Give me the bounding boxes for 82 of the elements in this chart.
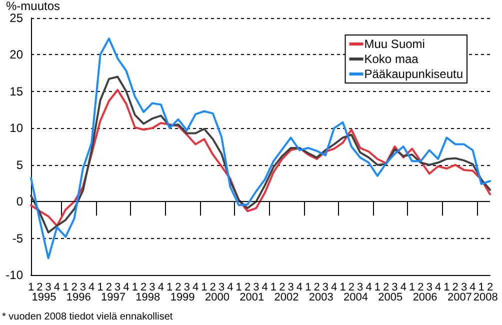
x-tick-label: 3 (426, 282, 432, 294)
x-tick-label: 1 (201, 282, 208, 294)
x-tick-label: 4 (331, 282, 338, 294)
x-tick-label: 2 (383, 282, 390, 294)
text: 2007 (447, 292, 472, 304)
x-tick-label: 4 (192, 282, 199, 294)
x-tick-label: 3 (392, 282, 398, 294)
x-tick-label: 4 (366, 282, 372, 294)
text: 1998 (136, 292, 160, 304)
x-tick-label: 2 (418, 282, 424, 294)
y-tick-label: 25 (10, 11, 24, 25)
text: 1996 (66, 292, 91, 304)
text: 2003 (308, 292, 334, 304)
x-tick-label: 2 (348, 282, 354, 294)
x-tick-label: 3 (357, 282, 364, 294)
text: 2002 (274, 292, 299, 304)
x-tick-label: 1 (62, 282, 69, 294)
x-tick-label: 2 (71, 282, 78, 294)
x-tick-label: 1 (305, 282, 312, 294)
text: 2004 (344, 292, 368, 304)
x-tick-label: 2 (106, 282, 112, 294)
x-tick-label: 1 (97, 282, 104, 294)
x-tick-label: 1 (132, 282, 138, 294)
x-tick-label: 1 (340, 282, 346, 294)
x-tick-label: 2 (140, 282, 147, 294)
x-tick-label: 4 (88, 282, 95, 294)
y-tick-label: 15 (10, 84, 24, 98)
y-tick-label: 10 (10, 121, 24, 136)
x-tick-label: 1 (236, 282, 242, 294)
x-tick-label: 3 (80, 282, 86, 294)
text: 2006 (412, 292, 438, 304)
x-tick-label: 2 (452, 282, 458, 294)
x-tick-label: 1 (270, 282, 277, 294)
text: 1997 (101, 292, 126, 304)
x-tick-label: 3 (114, 282, 121, 294)
x-tick-label: 1 (408, 282, 416, 294)
x-tick-label: 4 (434, 282, 442, 294)
y-tick-label: 5 (16, 158, 24, 172)
x-tick-label: 4 (54, 282, 60, 294)
text: 2008 (473, 292, 498, 304)
legend-label: Muu Suomi (364, 37, 425, 51)
x-tick-label: 4 (296, 282, 303, 294)
x-tick-label: 2 (279, 282, 286, 294)
x-tick-label: 4 (227, 282, 234, 294)
x-tick-label: 1 (478, 282, 484, 294)
x-tick-label: 4 (158, 282, 164, 294)
y-tick-label: -5 (12, 231, 24, 246)
y-tick-label: 0 (16, 194, 24, 209)
x-tick-label: 4 (262, 282, 268, 294)
x-tick-label: 2 (175, 282, 182, 294)
x-tick-label: 1 (374, 282, 380, 294)
x-tick-label: 2 (244, 282, 251, 294)
x-tick-label: 2 (314, 282, 320, 294)
x-tick-label: 3 (322, 282, 329, 294)
x-tick-label: 2 (36, 282, 43, 294)
x-tick-label: 3 (149, 282, 156, 294)
x-tick-label: 2 (486, 282, 494, 294)
text: 2000 (204, 292, 230, 304)
x-tick-label: 3 (460, 282, 468, 294)
x-tick-label: 3 (45, 282, 52, 294)
x-tick-label: 3 (218, 282, 225, 294)
y-tick-label: -10 (6, 268, 24, 282)
y-tick-label: 20 (10, 48, 24, 62)
line-series (30, 38, 491, 260)
x-tick-label: 1 (444, 282, 450, 294)
x-tick-label: 3 (288, 282, 294, 294)
x-tick-label: 1 (28, 282, 34, 294)
text: 2001 (240, 292, 264, 304)
x-tick-label: 3 (184, 282, 190, 294)
x-tick-label: 4 (470, 282, 476, 294)
text: * vuoden 2008 tiedot vielä ennakolliset (2, 312, 173, 322)
text: 1999 (170, 292, 195, 304)
legend-label: Pääkaupunkiseutu (364, 67, 464, 81)
text: 1995 (32, 292, 56, 304)
y-axis-title: %-muutos (6, 0, 60, 14)
x-tick-label: 1 (166, 282, 173, 294)
legend-label: Koko maa (364, 52, 419, 66)
x-tick-label: 3 (253, 282, 260, 294)
x-tick-label: 4 (400, 282, 406, 294)
x-tick-label: 2 (210, 282, 216, 294)
x-tick-label: 4 (123, 282, 130, 294)
text: 2005 (378, 292, 403, 304)
